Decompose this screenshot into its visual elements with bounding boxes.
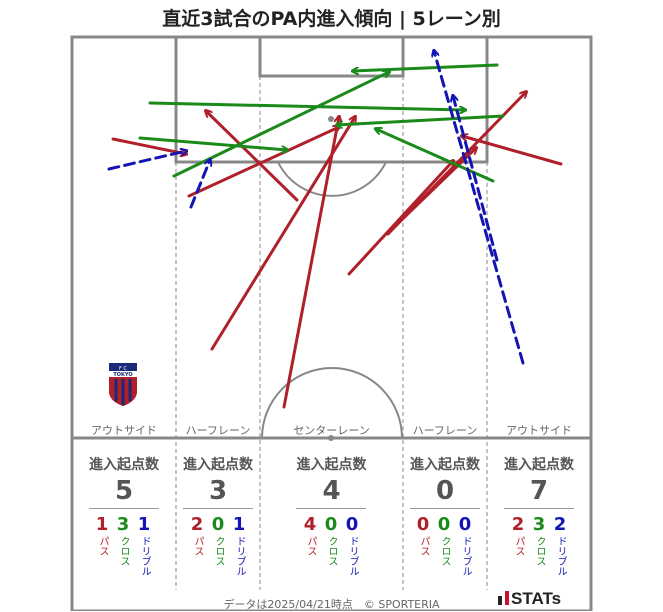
pitch-lines [70,35,593,611]
count-total: 3 [208,476,228,506]
arrows-layer [107,51,563,409]
lane-label-right-outside: アウトサイド [506,424,572,437]
team-crest: F C TOKYO [107,361,139,411]
cross-arrow [138,136,287,150]
dribble-count: 0 ドリブル [345,514,359,576]
count-total: 5 [114,476,134,506]
cross-arrow [337,114,505,125]
dribble-count: 2 ドリブル [553,514,567,576]
pass-arrow [111,137,186,154]
count-divider [410,508,480,509]
cross-arrow [148,101,465,110]
count-divider [296,508,366,509]
count-header: 進入起点数 [296,457,367,473]
dribble-count: 1 ドリブル [137,514,151,576]
count-header: 進入起点数 [183,457,253,473]
footer-note: データは2025/04/21時点 © SPORTERIA [223,598,440,611]
cross-count: 3 クロス [532,514,546,566]
pass-arrow [282,117,339,409]
crest-icon: F C TOKYO [109,363,137,406]
cross-count: 0 クロス [437,514,451,566]
svg-text:F C: F C [119,366,127,372]
cross-count: 0 クロス [324,514,338,566]
pass-arrow [347,161,453,276]
pass-arrow [462,136,563,166]
lane-label-center: センターレーン [293,424,370,437]
count-header: 進入起点数 [410,457,480,473]
pass-arrow [206,111,299,202]
cross-arrow [353,63,499,71]
dribble-arrow [453,96,499,262]
pass-count: 2 パス [511,514,525,556]
pass-arrow [187,127,339,198]
goal-area [258,35,405,78]
count-total: 4 [322,476,341,506]
dribble-arrow [434,51,525,365]
penalty-arc [277,161,387,197]
dribble-count: 1 ドリブル [232,514,246,576]
dribble-count: 0 ドリブル [458,514,472,576]
cross-count: 3 クロス [116,514,130,566]
penalty-spot [328,116,334,122]
lane-label-right-halfspace: ハーフレーン [412,424,478,437]
pass-count: 0 パス [416,514,430,556]
pass-count: 2 パス [190,514,204,556]
chart-title: 直近3試合のPA内進入傾向 | 5レーン別 [162,8,501,30]
count-divider [504,508,574,509]
lane-label-left-outside: アウトサイド [91,424,157,437]
lane-label-left-halfspace: ハーフレーン [185,424,251,437]
dribble-arrow [189,160,210,209]
pass-count: 1 パス [95,514,109,556]
count-total: 7 [529,476,549,506]
count-divider [183,508,253,509]
pass-count: 4 パス [303,514,317,556]
center-circle [261,367,403,439]
count-divider [89,508,159,509]
svg-text:TOKYO: TOKYO [113,372,132,378]
count-header: 進入起点数 [504,457,574,473]
center-spot [328,435,334,441]
stats-logo: STATs [498,589,561,609]
pass-arrow [210,117,355,351]
count-total: 0 [435,476,455,506]
count-header: 進入起点数 [89,457,159,473]
dribble-arrow [107,151,186,171]
cross-count: 0 クロス [211,514,225,566]
cross-arrow [376,129,495,183]
